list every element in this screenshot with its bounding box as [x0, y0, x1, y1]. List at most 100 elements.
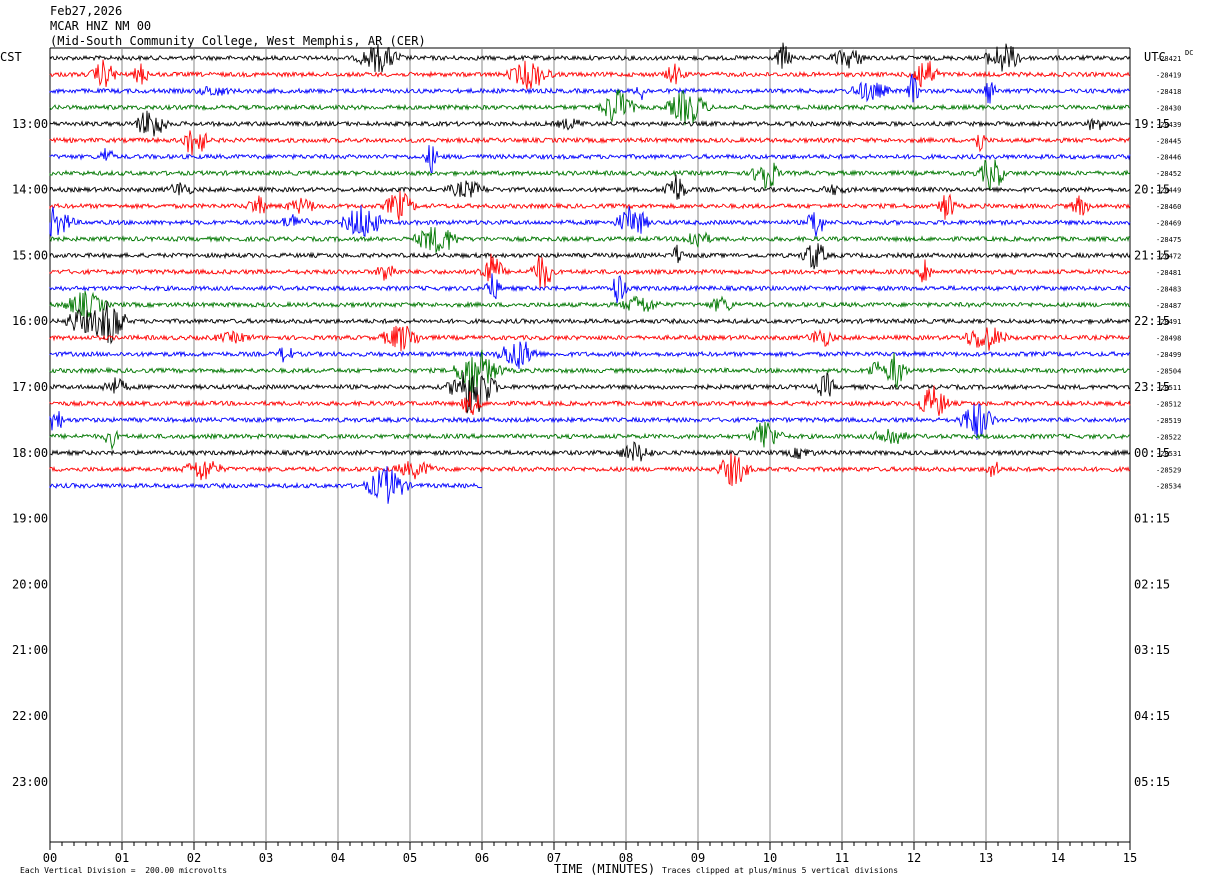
right-hour-label: 02:15 — [1134, 577, 1170, 591]
left-hour-label: 19:00 — [12, 512, 48, 526]
dc-offset-label: -28419 — [1156, 71, 1181, 79]
x-tick-label: 14 — [1051, 851, 1065, 865]
seismic-traces — [49, 42, 1131, 504]
dc-offset-label: -28504 — [1156, 368, 1181, 376]
right-hour-label: 21:15 — [1134, 248, 1170, 262]
left-hour-label: 21:00 — [12, 643, 48, 657]
dc-offset-label: -28421 — [1156, 55, 1181, 63]
right-hour-label: 05:15 — [1134, 775, 1170, 789]
dc-offset-label: -28512 — [1156, 400, 1181, 408]
dc-offset-label: -28469 — [1156, 220, 1181, 228]
left-hour-label: 15:00 — [12, 248, 48, 262]
x-tick-label: 04 — [331, 851, 345, 865]
seismic-trace — [49, 273, 1131, 304]
seismic-trace — [49, 290, 1131, 318]
right-hour-label: 23:15 — [1134, 380, 1170, 394]
seismic-trace — [49, 243, 1131, 270]
right-hour-label: 04:15 — [1134, 709, 1170, 723]
x-tick-label: 03 — [259, 851, 273, 865]
right-hour-label: 01:15 — [1134, 512, 1170, 526]
seismic-trace — [49, 130, 1131, 156]
dc-offset-label: -28446 — [1156, 154, 1181, 162]
date-label: Feb27,2026 — [50, 4, 123, 18]
seismic-trace — [49, 301, 1131, 345]
minute-gridlines — [49, 47, 1131, 843]
dc-offset-label: -28481 — [1156, 269, 1181, 277]
dc-offset-label: -28529 — [1156, 466, 1181, 474]
clip-note: Traces clipped at plus/minus 5 vertical … — [662, 866, 899, 875]
dc-offset-label: -28499 — [1156, 351, 1181, 359]
right-hour-label: 20:15 — [1134, 183, 1170, 197]
left-hour-label: 18:00 — [12, 446, 48, 460]
dc-offset-label: -28511 — [1156, 384, 1181, 392]
right-hour-label: 00:15 — [1134, 446, 1170, 460]
x-tick-label: 10 — [763, 851, 777, 865]
seismic-trace — [49, 421, 1131, 451]
dc-offset-label: -28498 — [1156, 335, 1181, 343]
seismic-trace — [49, 73, 1131, 104]
left-hour-label: 23:00 — [12, 775, 48, 789]
dc-offset-label: -28483 — [1156, 285, 1181, 293]
left-hour-label: 13:00 — [12, 117, 48, 131]
x-tick-label: 13 — [979, 851, 993, 865]
seismic-trace — [49, 145, 1131, 174]
dc-offset-label: -28534 — [1156, 483, 1181, 491]
x-tick-label: 01 — [115, 851, 129, 865]
dc-offset-label: -28472 — [1156, 252, 1181, 260]
x-tick-label: 11 — [835, 851, 849, 865]
x-axis-ticks: 00 01 02 03 04 05 06 07 08 09 10 11 12 13 14 15 13:00 19:… — [12, 55, 1181, 865]
x-tick-label: 09 — [691, 851, 705, 865]
seismic-trace — [49, 372, 1131, 414]
seismic-trace — [49, 110, 1131, 137]
location-label: (Mid-South Community College, West Memph… — [50, 34, 426, 48]
dc-offset-label: -28430 — [1156, 104, 1181, 112]
left-hour-label: 22:00 — [12, 709, 48, 723]
dc-offset-label: -28519 — [1156, 417, 1181, 425]
seismic-trace — [49, 466, 483, 504]
dc-offset-label: -28449 — [1156, 187, 1181, 195]
scale-note: Each Vertical Division = 200.00 microvol… — [20, 866, 228, 875]
x-tick-label: 08 — [619, 851, 633, 865]
seismic-trace — [49, 453, 1131, 487]
dc-offset-label: -28460 — [1156, 203, 1181, 211]
dc-offset-label: -28531 — [1156, 450, 1181, 458]
seismic-trace — [49, 341, 1131, 369]
x-tick-label: 07 — [547, 851, 561, 865]
seismic-trace — [49, 190, 1131, 221]
seismic-trace — [49, 159, 1131, 191]
seismic-trace — [49, 441, 1131, 462]
seismic-trace — [49, 403, 1131, 440]
seismic-trace — [49, 89, 1131, 126]
utc-label: UTC — [1144, 50, 1166, 64]
dc-label: DC — [1185, 49, 1194, 57]
dc-offset-label: -28418 — [1156, 88, 1181, 96]
x-axis-title: TIME (MINUTES) — [554, 862, 656, 876]
seismic-trace — [49, 253, 1131, 288]
dc-offset-label: -28522 — [1156, 433, 1181, 441]
right-hour-label: 22:15 — [1134, 314, 1170, 328]
seismic-trace — [49, 325, 1131, 352]
dc-offset-label: -28487 — [1156, 302, 1181, 310]
seismic-trace — [49, 349, 1131, 394]
x-tick-label: 02 — [187, 851, 201, 865]
left-hour-label: 16:00 — [12, 314, 48, 328]
x-tick-label: 00 — [43, 851, 57, 865]
right-hour-label: 03:15 — [1134, 643, 1170, 657]
seismic-trace — [49, 205, 1131, 237]
seismic-trace — [49, 385, 1131, 416]
seismic-trace — [49, 174, 1131, 200]
left-hour-label: 14:00 — [12, 183, 48, 197]
dc-offset-label: -28491 — [1156, 318, 1181, 326]
station-label: MCAR HNZ NM 00 — [50, 19, 152, 33]
dc-offset-label: -28439 — [1156, 121, 1181, 129]
dc-offset-label: -28475 — [1156, 236, 1181, 244]
seismic-trace — [49, 42, 1131, 73]
seismic-trace — [49, 59, 1131, 90]
seismic-trace — [49, 226, 1131, 253]
x-tick-label: 05 — [403, 851, 417, 865]
x-tick-label: 06 — [475, 851, 489, 865]
left-hour-label: 17:00 — [12, 380, 48, 394]
right-hour-label: 19:15 — [1134, 117, 1170, 131]
left-hour-label: 20:00 — [12, 577, 48, 591]
